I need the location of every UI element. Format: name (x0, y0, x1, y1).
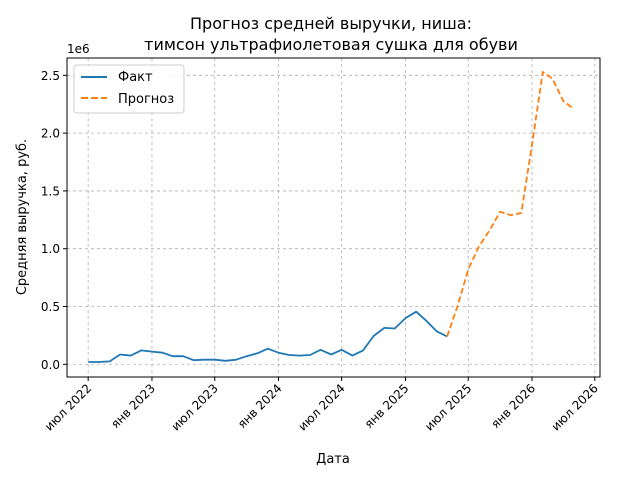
x-tick-label: июл 2025 (422, 381, 474, 433)
y-tick-label: 0.0 (41, 358, 60, 372)
x-tick-label: янв 2023 (108, 381, 158, 431)
plot-frame (66, 57, 601, 378)
x-tick-label: июл 2024 (295, 381, 347, 433)
y-axis: 0.0 0.5 1.0 1.5 2.0 2.5 (41, 69, 67, 372)
plot-area (88, 71, 575, 363)
x-tick-label: июл 2022 (42, 381, 94, 433)
y-tick-label: 1.5 (41, 184, 60, 198)
y-axis-label: Средняя выручка, руб. (15, 139, 30, 295)
chart-title-line-1: Прогноз средней выручки, ниша: (190, 14, 472, 33)
y-tick-label: 1.0 (41, 242, 60, 256)
x-tick-label: янв 2025 (362, 381, 412, 431)
x-tick-label: янв 2026 (488, 381, 538, 431)
legend-label-forecast: Прогноз (118, 92, 174, 107)
chart-title-line-2: тимсон ультрафиолетовая сушка для обуви (144, 35, 518, 54)
x-tick-label: июл 2023 (169, 381, 221, 433)
x-tick-label: янв 2024 (235, 381, 285, 431)
grid (67, 58, 600, 377)
x-axis: июл 2022 янв 2023 июл 2023 янв 2024 июл 2024… (42, 377, 601, 434)
y-tick-label: 2.5 (41, 69, 60, 83)
x-tick-label: июл 2026 (549, 381, 601, 433)
series-line-fact (88, 310, 448, 363)
y-tick-label: 0.5 (41, 300, 60, 314)
legend: Факт Прогноз (73, 64, 185, 114)
legend-label-fact: Факт (118, 70, 153, 85)
series-line-forecast (446, 71, 575, 337)
y-tick-label: 2.0 (41, 127, 60, 141)
x-axis-label: Дата (316, 452, 350, 467)
y-offset-label: 1e6 (67, 42, 90, 56)
